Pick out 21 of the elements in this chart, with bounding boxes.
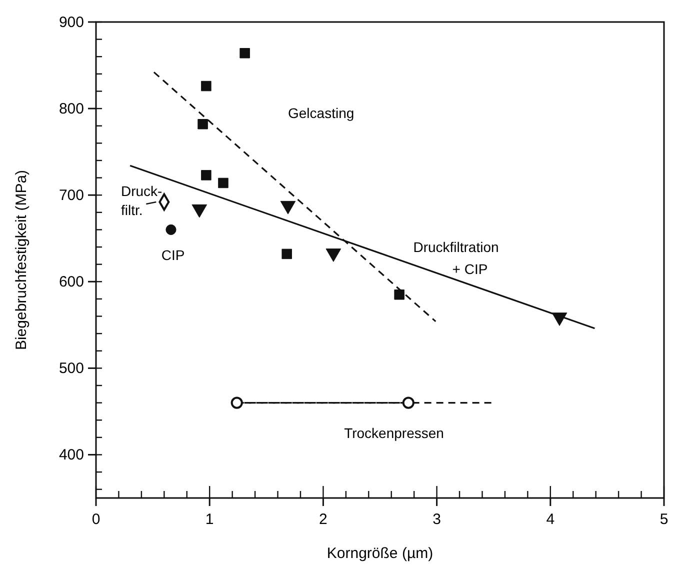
- annotation: + CIP: [452, 261, 488, 277]
- annotation: CIP: [161, 247, 185, 263]
- x-tick-label: 0: [92, 511, 100, 528]
- annotation: Druck-: [121, 183, 163, 199]
- y-tick-label: 700: [58, 187, 84, 204]
- annotation: filtr.: [121, 202, 143, 218]
- y-axis-title: Biegebruchfestigkeit (MPa): [13, 170, 30, 350]
- x-axis-title: Korngröße (µm): [326, 545, 434, 562]
- y-tick-label: 400: [58, 446, 84, 464]
- y-tick-label: 800: [58, 100, 84, 118]
- x-tick-label: 4: [546, 511, 555, 528]
- y-tick-label: 500: [58, 360, 84, 378]
- x-tick-label: 5: [660, 511, 668, 528]
- y-tick-label: 600: [58, 274, 84, 291]
- annotation: Gelcasting: [288, 105, 354, 121]
- x-tick-label: 2: [319, 511, 328, 528]
- x-tick-label: 1: [205, 511, 214, 528]
- x-tick-label: 3: [432, 511, 441, 528]
- y-tick-label: 900: [58, 14, 84, 31]
- annotation: Trockenpressen: [344, 425, 444, 441]
- annotation: Druckfiltration: [413, 239, 499, 255]
